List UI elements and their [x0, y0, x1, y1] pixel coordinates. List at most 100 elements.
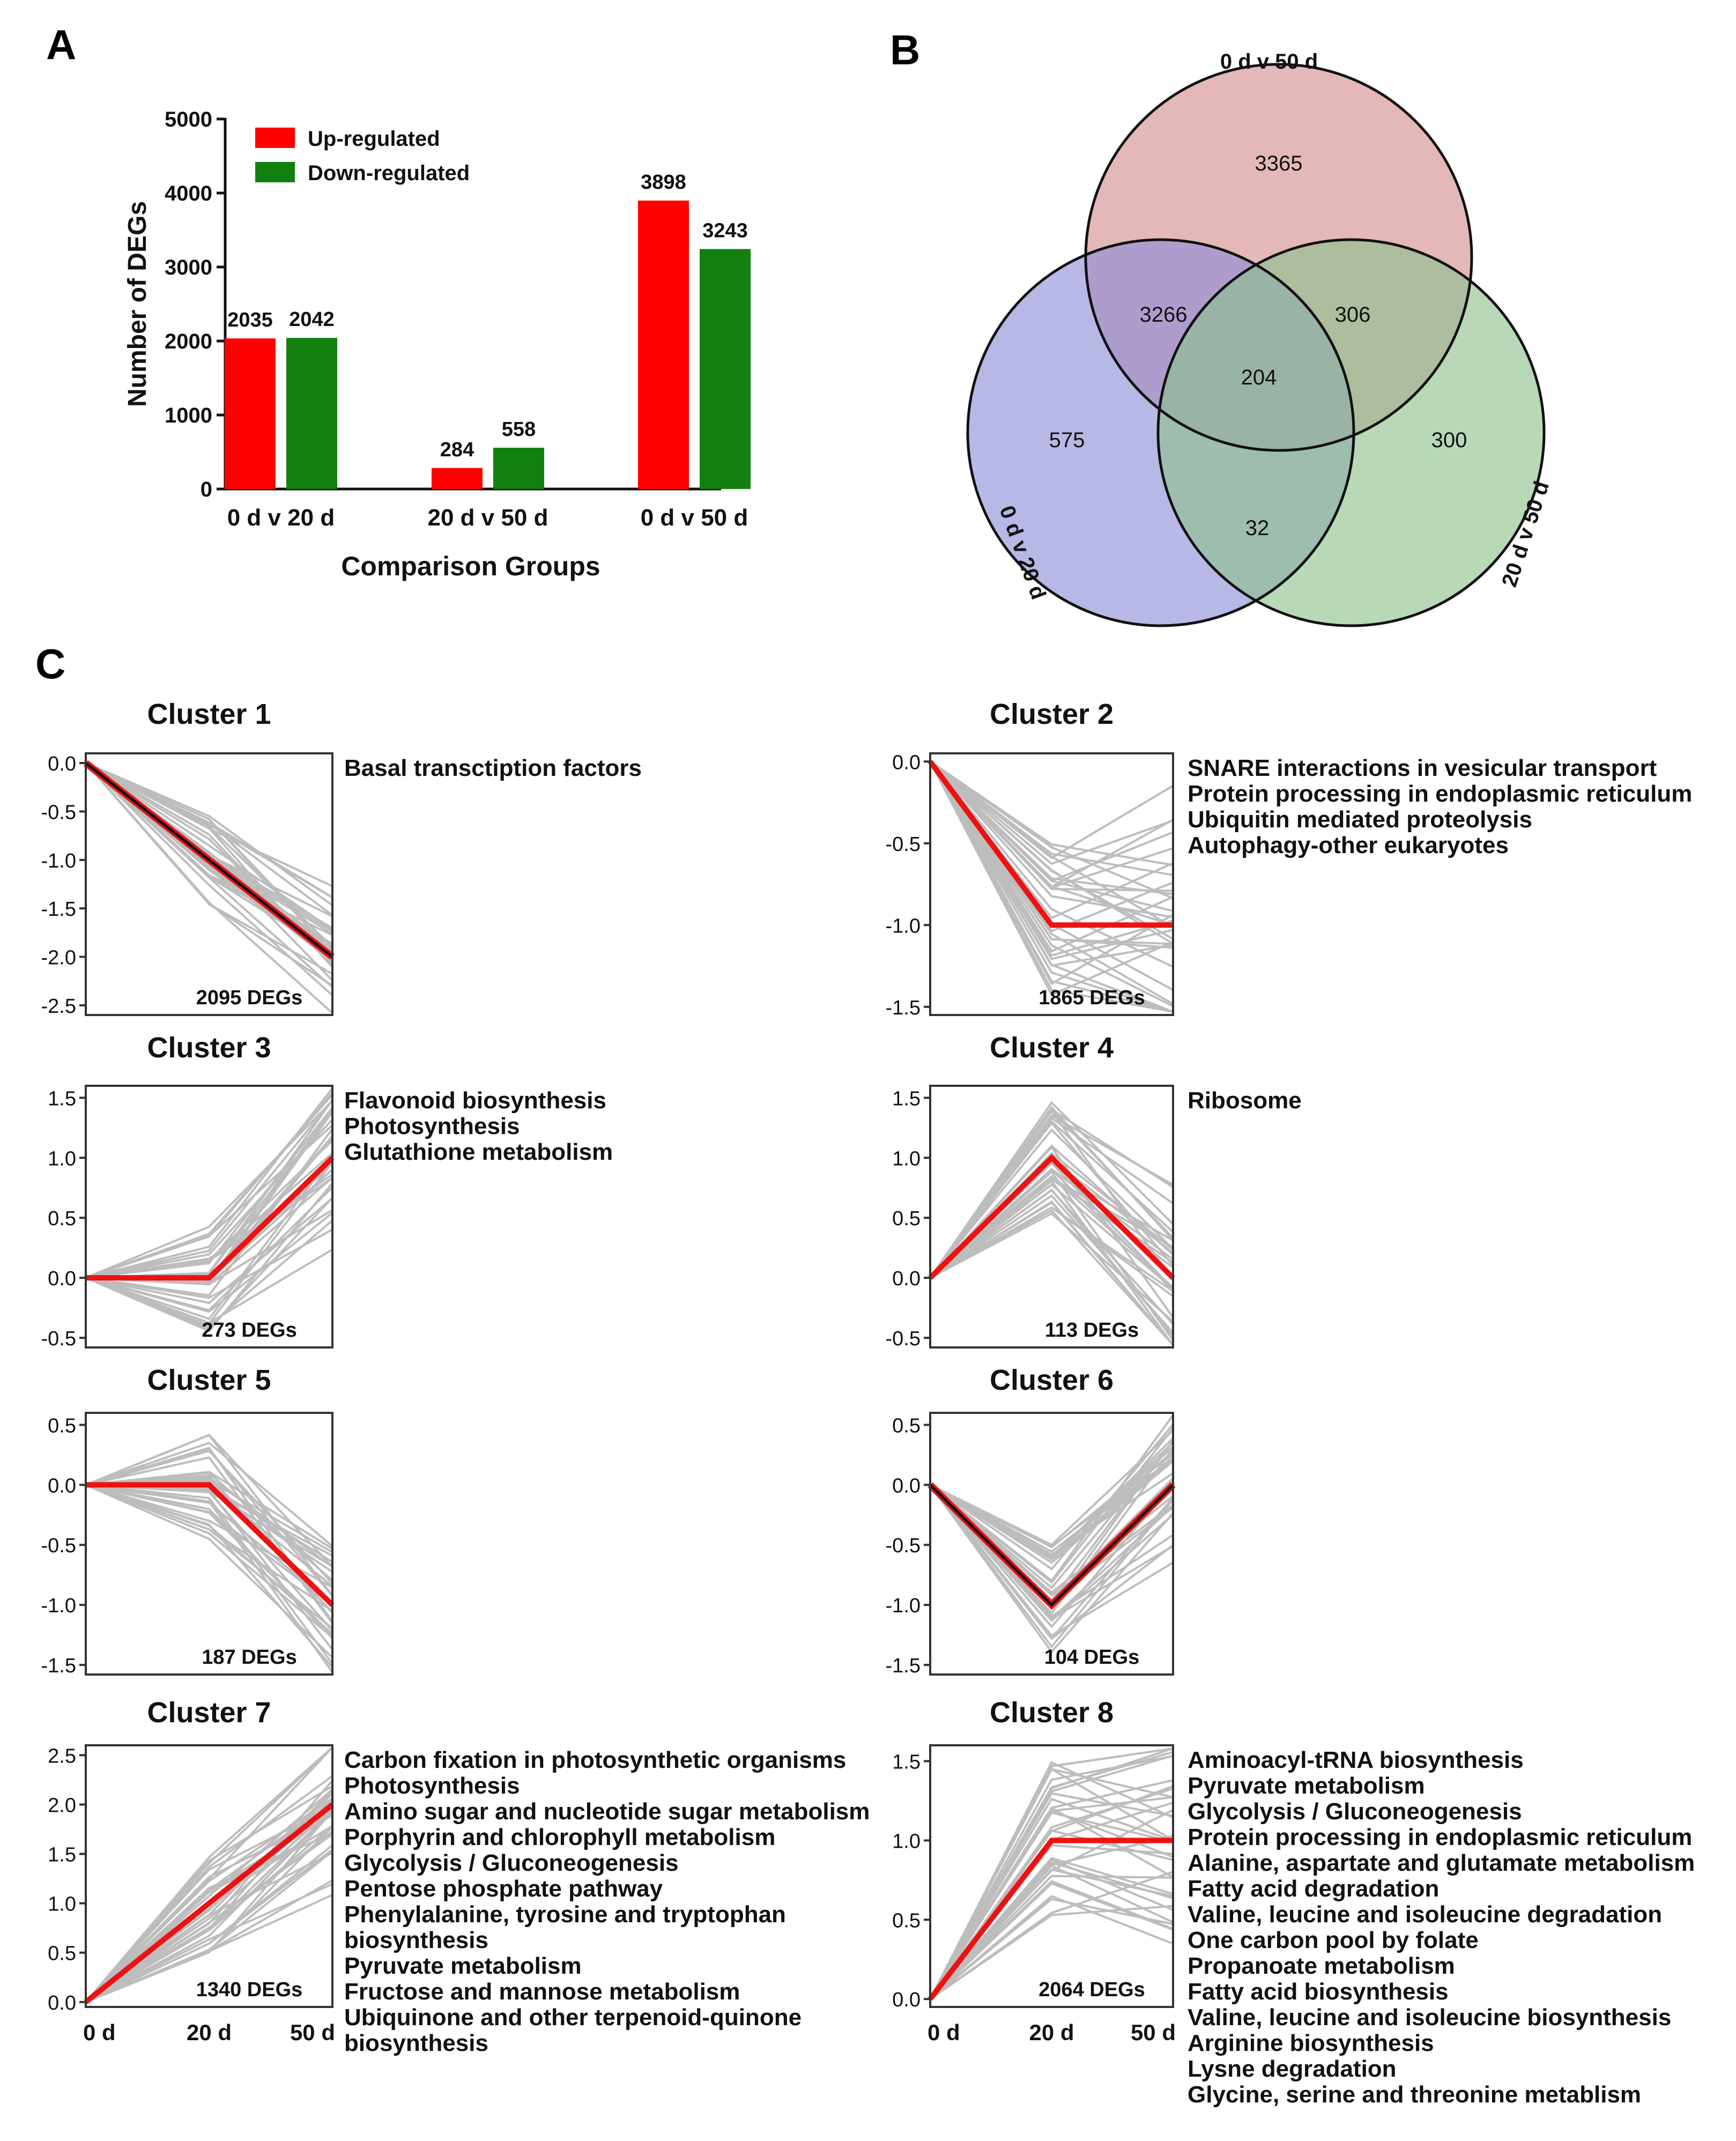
pathway-label: Propanoate metabolism	[1188, 1953, 1455, 1979]
member-profile-line	[929, 1200, 1174, 1346]
member-profile-line	[929, 1484, 1174, 1654]
y-tick-label: 2000	[165, 330, 212, 353]
member-profile-line	[85, 762, 333, 988]
y-tick-label: 0.5	[48, 1414, 76, 1437]
y-tick-label: 0	[201, 478, 212, 501]
y-tick-label: 1.0	[892, 1147, 921, 1170]
cluster-title: Cluster 2	[990, 698, 1114, 730]
y-tick-label: -1.5	[41, 1655, 76, 1677]
y-tick-label: 2.5	[48, 1745, 76, 1767]
pathway-label: Pyruvate metabolism	[344, 1953, 582, 1979]
x-tick-label: 0 d	[928, 2020, 960, 2045]
y-tick-label: 0.5	[48, 1943, 76, 1965]
deg-count-label: 2064 DEGs	[1038, 1979, 1145, 2001]
cluster-panel: Cluster 6 0.5 0.0 -0.5 -1.0 -1.5 104 DEGs	[886, 1364, 1176, 1677]
mean-profile-line	[86, 1155, 335, 1281]
member-profile-line	[85, 1219, 333, 1328]
plot-frame	[85, 1085, 333, 1349]
bar	[225, 338, 276, 489]
member-profile-line	[85, 1099, 333, 1279]
cluster-profiles: Cluster 1 0.0 -0.5 -1.0 -1.5 -2.0 -2.5 2095 DEG…	[41, 698, 1695, 2108]
pathway-label: Flavonoid biosynthesis	[344, 1087, 606, 1114]
member-profile-line	[929, 1483, 1174, 1628]
y-tick-label: 0.0	[48, 753, 76, 775]
y-tick-label: 0.0	[892, 1989, 921, 2011]
venn-circle-20d-v-50d-outline	[1156, 238, 1546, 627]
cluster-title: Cluster 7	[147, 1696, 271, 1729]
pathway-label: biosynthesis	[344, 1927, 488, 1953]
cluster-title: Cluster 6	[990, 1364, 1114, 1396]
member-profile-line	[929, 1484, 1174, 1638]
y-axis-title: Number of DEGs	[123, 201, 152, 407]
pathway-label: Autophagy-other eukaryotes	[1188, 832, 1509, 858]
venn-region-count: 3266	[1140, 303, 1188, 327]
bar-value-label: 3898	[641, 171, 686, 194]
bar-value-label: 2042	[289, 308, 335, 331]
y-tick-label: 1.0	[48, 1893, 76, 1916]
member-profile-line	[85, 1100, 333, 1279]
y-tick-label: 0.0	[892, 1268, 921, 1290]
plot-frame	[85, 1412, 333, 1676]
y-tick-label: -0.5	[41, 1535, 76, 1557]
cluster-panel: Cluster 2 0.0 -0.5 -1.0 -1.5 1865 DEGs SNARE i…	[886, 698, 1693, 1019]
member-profile-line	[85, 1844, 333, 2003]
y-tick-label: 1.0	[892, 1830, 921, 1853]
bar-chart: 0 1000 2000 3000 4000 5000 Number of DEGs Compa…	[123, 108, 751, 581]
cluster-title: Cluster 5	[147, 1364, 271, 1396]
member-profile-line	[85, 1484, 333, 1665]
member-profile-line	[85, 1441, 333, 1547]
bar	[286, 338, 337, 489]
pathway-label: Ubiquitin mediated proteolysis	[1188, 806, 1532, 833]
member-profile-line	[929, 1441, 1174, 1559]
panel-c: C Cluster 1 0.0 -0.5 -1.0 -1.5 -2.0 -2.5 2095 D…	[35, 640, 1695, 2108]
mean-profile-line	[85, 762, 333, 958]
bar	[700, 249, 751, 489]
member-profile-line	[929, 760, 1174, 899]
y-tick-label: 1.0	[48, 1147, 76, 1170]
deg-count-label: 187 DEGs	[202, 1646, 296, 1669]
pathway-label: Amino sugar and nucleotide sugar metabol…	[344, 1798, 870, 1825]
x-tick-label: 50 d	[290, 2020, 335, 2045]
member-profile-line	[929, 1106, 1174, 1279]
venn-region-count: 3365	[1255, 152, 1303, 175]
member-profile-line	[85, 762, 333, 907]
member-profile-line	[85, 1484, 333, 1629]
bar	[638, 201, 689, 489]
pathway-label: Glycolysis / Gluconeogenesis	[344, 1850, 679, 1876]
member-profile-line	[85, 1092, 333, 1279]
y-tick-label: -0.5	[886, 1535, 921, 1557]
y-tick-label: 1.5	[48, 1844, 76, 1866]
pathway-label: Fatty acid degradation	[1188, 1876, 1439, 1902]
mean-profile-line	[928, 1154, 1175, 1280]
pathway-label: Phenylalanine, tyrosine and tryptophan	[344, 1901, 786, 1928]
y-tick-label: 0.0	[48, 1475, 76, 1497]
member-profile-line	[929, 1183, 1174, 1290]
y-tick-label: -1.0	[41, 850, 76, 872]
legend-swatch-up	[255, 128, 295, 148]
member-profile-line	[85, 1484, 333, 1639]
member-profile-line	[929, 761, 1174, 960]
legend-label-up: Up-regulated	[308, 127, 440, 151]
mean-profile-line	[929, 1484, 1174, 1607]
member-profile-line	[929, 1798, 1174, 2000]
bar-value-label: 2035	[227, 309, 273, 331]
member-profile-line	[85, 762, 333, 931]
venn-circle-20d-v-50d-fill	[1158, 240, 1544, 626]
mean-profile-line	[86, 1482, 335, 1607]
pathway-label: One carbon pool by folate	[1188, 1927, 1479, 1953]
y-tick-label: -1.0	[886, 1595, 921, 1617]
pathway-label: Pentose phosphate pathway	[344, 1876, 663, 1902]
x-tick-label: 0 d v 50 d	[641, 505, 748, 531]
mean-profile-line	[928, 1838, 1173, 2001]
y-tick-label: -1.5	[41, 898, 76, 921]
x-tick-label: 20 d v 50 d	[427, 505, 548, 531]
venn-region-count: 575	[1049, 428, 1085, 452]
pathway-label: Pyruvate metabolism	[1188, 1773, 1425, 1799]
pathway-label: Aminoacyl-tRNA biosynthesis	[1188, 1747, 1524, 1773]
venn-set-label: 0 d v 50 d	[1220, 50, 1318, 73]
pathway-label: Glycolysis / Gluconeogenesis	[1188, 1798, 1522, 1825]
y-tick-label: 0.5	[48, 1207, 76, 1230]
